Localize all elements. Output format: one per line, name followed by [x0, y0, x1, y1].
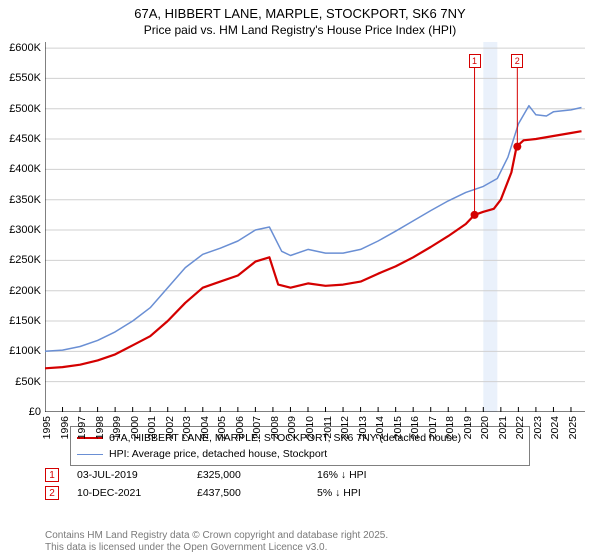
- x-tick-label: 2002: [164, 416, 176, 439]
- y-tick-label: £500K: [9, 103, 41, 115]
- marker-number: 2: [45, 486, 59, 500]
- y-tick-label: £200K: [9, 285, 41, 297]
- y-tick-label: £350K: [9, 194, 41, 206]
- chart-title-main: 67A, HIBBERT LANE, MARPLE, STOCKPORT, SK…: [0, 0, 600, 21]
- x-tick-label: 2012: [339, 416, 351, 439]
- marker-price: £437,500: [197, 487, 317, 499]
- x-tick-label: 1995: [41, 416, 53, 439]
- marker-flag: 2: [511, 54, 523, 68]
- marker-row: 1 03-JUL-2019 £325,000 16% ↓ HPI: [45, 466, 437, 484]
- x-tick-label: 2018: [444, 416, 456, 439]
- x-tick-label: 2017: [427, 416, 439, 439]
- legend-label: HPI: Average price, detached house, Stoc…: [109, 448, 327, 460]
- y-tick-label: £0: [29, 406, 41, 418]
- legend-item: HPI: Average price, detached house, Stoc…: [77, 446, 523, 462]
- y-tick-label: £300K: [9, 224, 41, 236]
- x-tick-label: 2015: [392, 416, 404, 439]
- y-tick-label: £450K: [9, 133, 41, 145]
- legend-swatch: [77, 454, 103, 455]
- x-tick-label: 1996: [59, 416, 71, 439]
- y-tick-label: £250K: [9, 254, 41, 266]
- marker-flag: 1: [469, 54, 481, 68]
- x-tick-label: 2025: [567, 416, 579, 439]
- marker-row: 2 10-DEC-2021 £437,500 5% ↓ HPI: [45, 484, 437, 502]
- x-tick-label: 2000: [129, 416, 141, 439]
- x-tick-label: 2004: [199, 416, 211, 439]
- x-tick-label: 2008: [269, 416, 281, 439]
- x-tick-label: 2022: [514, 416, 526, 439]
- y-tick-label: £150K: [9, 315, 41, 327]
- y-tick-label: £400K: [9, 163, 41, 175]
- legend-item: 67A, HIBBERT LANE, MARPLE, STOCKPORT, SK…: [77, 430, 523, 446]
- x-tick-label: 2016: [409, 416, 421, 439]
- x-tick-label: 2003: [181, 416, 193, 439]
- y-tick-label: £50K: [15, 376, 41, 388]
- x-tick-label: 2013: [357, 416, 369, 439]
- x-tick-label: 2007: [251, 416, 263, 439]
- x-tick-label: 2024: [549, 416, 561, 439]
- marker-delta: 16% ↓ HPI: [317, 469, 437, 481]
- marker-delta: 5% ↓ HPI: [317, 487, 437, 499]
- marker-table: 1 03-JUL-2019 £325,000 16% ↓ HPI 2 10-DE…: [45, 466, 437, 502]
- x-tick-label: 1999: [111, 416, 123, 439]
- x-tick-label: 2023: [532, 416, 544, 439]
- x-tick-label: 2005: [216, 416, 228, 439]
- x-tick-label: 2014: [374, 416, 386, 439]
- x-tick-label: 2019: [462, 416, 474, 439]
- x-tick-label: 2010: [304, 416, 316, 439]
- marker-number: 1: [45, 468, 59, 482]
- chart-title-sub: Price paid vs. HM Land Registry's House …: [0, 21, 600, 37]
- chart-svg: [45, 42, 585, 412]
- x-tick-label: 2021: [497, 416, 509, 439]
- y-tick-label: £100K: [9, 345, 41, 357]
- x-tick-label: 1998: [94, 416, 106, 439]
- footnote-line: Contains HM Land Registry data © Crown c…: [45, 530, 388, 542]
- x-tick-label: 2001: [146, 416, 158, 439]
- y-tick-label: £550K: [9, 72, 41, 84]
- footnote: Contains HM Land Registry data © Crown c…: [45, 530, 388, 554]
- marker-date: 03-JUL-2019: [77, 469, 197, 481]
- marker-date: 10-DEC-2021: [77, 487, 197, 499]
- footnote-line: This data is licensed under the Open Gov…: [45, 542, 388, 554]
- y-tick-label: £600K: [9, 42, 41, 54]
- x-tick-label: 2011: [322, 416, 334, 439]
- chart-plot-area: [45, 42, 585, 412]
- x-tick-label: 2020: [479, 416, 491, 439]
- x-tick-label: 2009: [286, 416, 298, 439]
- x-tick-label: 1997: [76, 416, 88, 439]
- x-tick-label: 2006: [234, 416, 246, 439]
- marker-price: £325,000: [197, 469, 317, 481]
